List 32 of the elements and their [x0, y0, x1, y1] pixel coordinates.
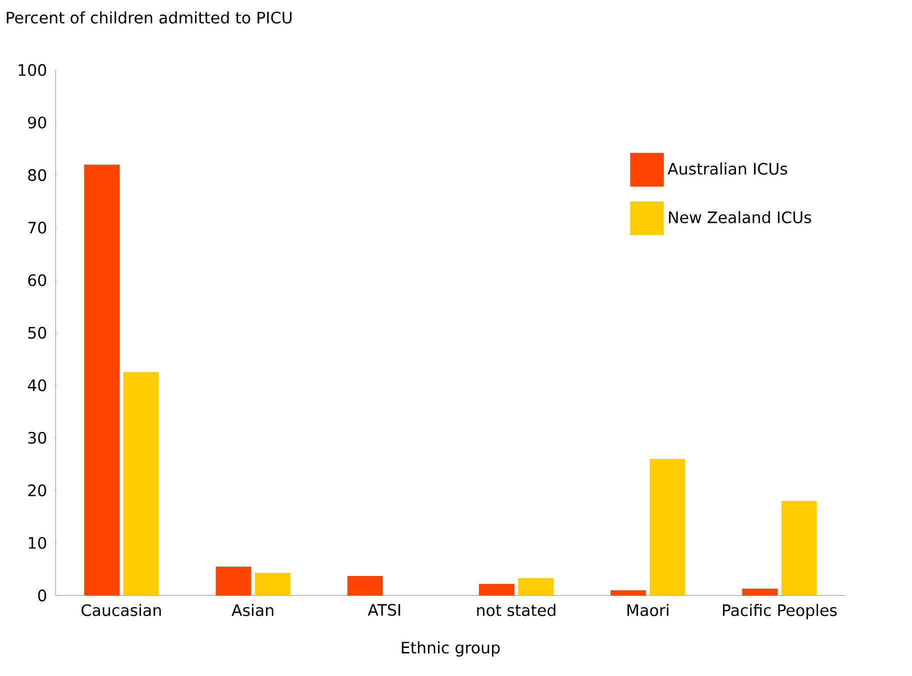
y-tick-label: 20 [28, 484, 46, 496]
y-axis-title: Percent of children admitted to PICU [6, 11, 292, 24]
bar [650, 458, 686, 596]
x-tick-label: ATSI [368, 604, 400, 616]
legend-label: New Zealand ICUs [669, 211, 812, 224]
x-tick-label: Caucasian [82, 604, 161, 616]
y-tick-label: 70 [28, 222, 46, 234]
legend-label: Australian ICUs [668, 162, 788, 175]
y-tick-label: 60 [28, 274, 46, 286]
bar [610, 590, 646, 596]
y-tick-label: 100 [18, 64, 46, 76]
y-tick-label: 0 [38, 590, 46, 602]
bar [518, 578, 554, 596]
bar [123, 372, 159, 596]
bar [742, 588, 778, 596]
bar [84, 164, 120, 596]
x-tick-label: Asian [232, 604, 274, 616]
y-tick-label: 50 [28, 326, 46, 339]
y-tick-label: 40 [28, 379, 46, 392]
y-tick-label: 90 [28, 116, 46, 129]
x-tick-label: not stated [477, 604, 556, 616]
y-tick-label: 80 [28, 169, 46, 182]
bar [254, 573, 290, 596]
x-axis-title: Ethnic group [402, 641, 500, 657]
bar [347, 576, 383, 596]
x-tick-label: Maori [627, 604, 668, 616]
bar [478, 584, 514, 596]
y-tick-label: 30 [28, 432, 46, 444]
x-tick-label: Pacific Peoples [723, 604, 837, 620]
y-tick-label: 10 [28, 537, 46, 550]
bar [216, 566, 252, 596]
bar [781, 501, 817, 596]
